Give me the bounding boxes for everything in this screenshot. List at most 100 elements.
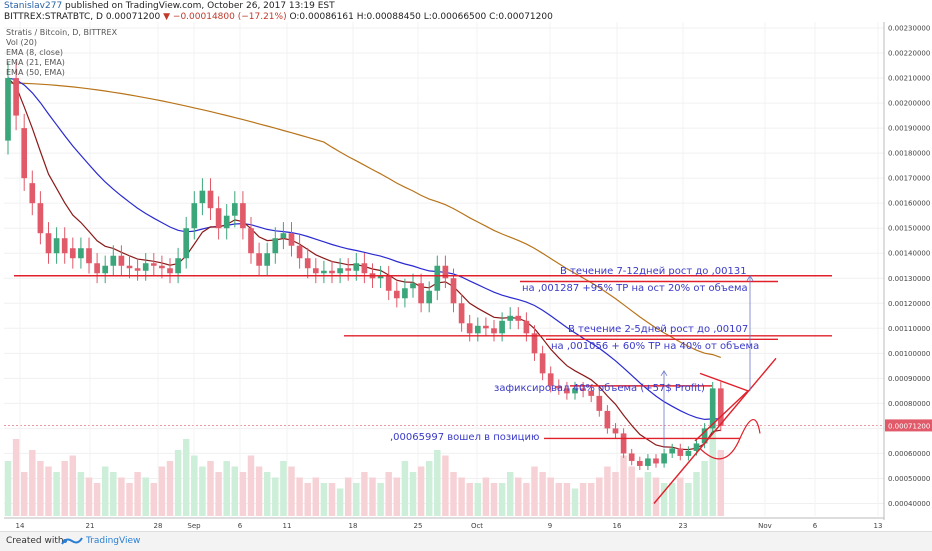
candle-body <box>256 253 262 266</box>
candle-body <box>393 290 400 299</box>
candle-body <box>499 320 505 334</box>
legend-ema50[interactable]: EMA (50, EMA) <box>6 68 65 77</box>
created-with-text: Created with <box>6 536 64 546</box>
author-link[interactable]: Stanislav277 <box>4 1 63 11</box>
volume-bar <box>361 472 368 516</box>
tradingview-brand[interactable]: TradingView <box>86 536 141 546</box>
candle-body <box>612 428 619 434</box>
volume-bar <box>409 472 417 516</box>
volume-bar <box>20 472 28 516</box>
candle-body <box>555 385 562 389</box>
candle-body <box>636 460 643 466</box>
candle-body <box>693 443 700 451</box>
y-tick-label: 0.00210000 <box>888 75 930 83</box>
x-tick-label: 6 <box>813 522 818 530</box>
open-value: O:0.00086161 <box>289 12 354 22</box>
price-axis-background <box>884 0 932 531</box>
candle-body <box>491 328 497 334</box>
candle-body <box>126 265 133 269</box>
volume-bar <box>604 466 611 516</box>
volume-bar <box>482 477 490 516</box>
volume-bar <box>385 472 392 516</box>
candle-body <box>410 283 416 289</box>
candle-body <box>53 238 60 254</box>
candle-body <box>329 270 335 274</box>
candle-body <box>21 128 28 179</box>
volume-bar <box>239 472 247 516</box>
x-tick-label: Oct <box>471 522 483 530</box>
y-tick-label: 0.00180000 <box>888 150 930 158</box>
volume-bar <box>450 472 457 516</box>
candle-body <box>264 253 271 266</box>
candle-body <box>45 233 52 254</box>
x-tick-label: 9 <box>548 522 552 530</box>
y-tick-label: 0.00220000 <box>888 50 930 58</box>
annotation-text: В течение 7-12дней рост до ,00131 <box>560 266 747 277</box>
volume-bar <box>579 483 587 516</box>
volume-bar <box>377 483 384 516</box>
y-tick-label: 0.00170000 <box>888 175 930 183</box>
candle-body <box>466 323 473 334</box>
candle-body <box>653 458 659 464</box>
candle-body <box>426 290 433 304</box>
drawn-lines <box>14 274 832 504</box>
candle-body <box>588 390 595 396</box>
volume-bar <box>417 466 425 516</box>
candle-body <box>515 315 522 321</box>
candle-body <box>167 268 173 274</box>
volume-bar <box>320 483 328 516</box>
volume-bar <box>393 477 401 516</box>
y-tick-label: 0.00130000 <box>888 275 930 283</box>
volume-bar <box>612 472 619 516</box>
high-value: H:0.00088450 <box>356 12 421 22</box>
y-tick-label: 0.00110000 <box>888 325 930 333</box>
legend-volume[interactable]: Vol (20) <box>6 38 37 47</box>
candle-body <box>353 263 360 271</box>
volume-bars <box>4 422 725 516</box>
volume-bar <box>434 450 441 516</box>
y-tick-label: 0.00150000 <box>888 225 930 233</box>
chart-background <box>0 0 932 531</box>
y-tick-label: 0.00060000 <box>888 450 930 458</box>
legend-ema21[interactable]: EMA (21, EMA) <box>6 58 65 67</box>
candle-body <box>677 448 684 456</box>
y-tick-label: 0.00190000 <box>888 125 930 133</box>
time-axis[interactable]: 14 21 28 Sep 6 11 18 25 Oct 9 16 23 Nov 6 13 <box>4 517 884 530</box>
annotation-text: на ,001287 +95% ТР на ост 20% от объема <box>522 283 748 294</box>
volume-bar <box>336 488 344 516</box>
candle-body <box>402 288 408 299</box>
price-chart[interactable]: В течение 7-12дней рост до ,00131 на ,001… <box>0 0 932 531</box>
volume-bar <box>709 422 716 516</box>
legend-symbol[interactable]: Stratis / Bitcoin, D, BITTREX <box>6 28 118 37</box>
volume-bar <box>587 483 595 516</box>
y-tick-label: 0.00100000 <box>888 350 930 358</box>
candle-body <box>442 265 449 279</box>
indicator-legend: Stratis / Bitcoin, D, BITTREX Vol (20) E… <box>6 28 117 78</box>
volume-bar <box>207 461 214 516</box>
last-price-box <box>885 419 932 432</box>
volume-bar <box>4 461 12 516</box>
candle-body <box>604 410 611 429</box>
arrow-up-icon <box>660 370 668 377</box>
volume-bar <box>296 477 303 516</box>
volume-bar <box>401 461 409 516</box>
volume-bar <box>596 477 603 516</box>
close-value: C:0.00071200 <box>489 12 553 22</box>
x-tick-label: 11 <box>283 522 292 530</box>
candle-body <box>118 255 125 266</box>
volume-bar <box>571 488 579 516</box>
volume-bar <box>677 477 684 516</box>
volume-bar <box>263 472 271 516</box>
candle-body <box>37 203 44 234</box>
volume-bar <box>344 477 352 516</box>
legend-ema8[interactable]: EMA (8, close) <box>6 48 63 57</box>
candle-body <box>483 325 489 329</box>
candle-body <box>709 388 716 429</box>
candle-body <box>215 208 222 229</box>
candle-body <box>102 265 109 274</box>
volume-bar <box>652 477 660 516</box>
volume-bar <box>215 472 222 516</box>
price-axis[interactable]: 0.000400000.000500000.000600000.00070000… <box>883 0 932 531</box>
candle-body <box>337 268 343 274</box>
volume-bar <box>644 472 652 516</box>
